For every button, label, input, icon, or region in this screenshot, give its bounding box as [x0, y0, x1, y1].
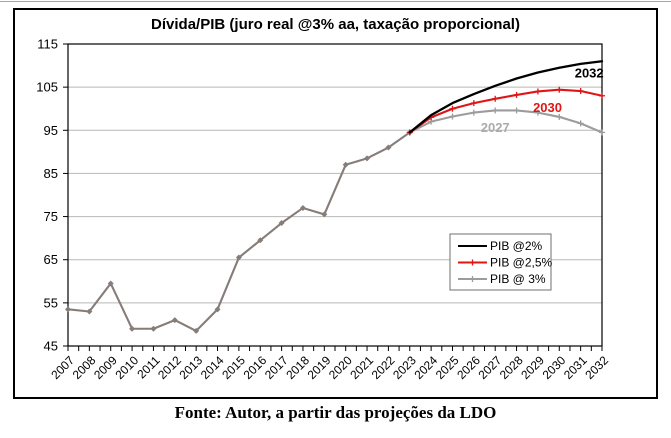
y-tick-label: 55 — [44, 295, 58, 310]
data-point-marker — [299, 204, 306, 211]
data-point-marker — [107, 280, 114, 287]
series-3 — [408, 60, 604, 134]
source-caption: Fonte: Autor, a partir das projeções da … — [174, 403, 497, 422]
data-point-marker — [342, 161, 349, 168]
data-point-marker — [86, 308, 93, 315]
data-point-marker — [364, 155, 371, 162]
data-point-marker — [385, 144, 392, 151]
series-line — [408, 60, 604, 134]
document-divider-line — [0, 1, 671, 2]
y-tick-label: 85 — [44, 166, 58, 181]
y-tick-label: 45 — [44, 339, 58, 354]
data-point-marker — [257, 237, 264, 244]
data-point-marker — [278, 220, 285, 227]
data-point-marker — [150, 325, 157, 332]
legend: PIB @2% PIB @2,5% PIB @ 3% — [449, 233, 553, 291]
y-tick-label: 105 — [36, 80, 58, 95]
gridlines — [68, 86, 602, 304]
legend-label: PIB @2,5% — [490, 256, 553, 270]
data-point-marker — [214, 306, 221, 313]
y-tick-label: 115 — [37, 37, 58, 52]
series-line — [66, 131, 411, 332]
y-axis: 45 55 65 75 85 95 105 115 — [36, 37, 68, 354]
data-point-marker — [65, 306, 71, 313]
x-tick-label: 2011 — [134, 353, 162, 381]
series-line — [408, 109, 604, 134]
annotation-2032: 2032 — [575, 65, 604, 80]
x-tick-label: 2032 — [582, 353, 611, 382]
annotation-2030: 2030 — [533, 100, 562, 115]
data-point-marker — [129, 325, 136, 332]
series-0 — [65, 129, 413, 334]
legend-label: PIB @2% — [490, 239, 543, 253]
legend-label: PIB @ 3% — [490, 272, 546, 286]
y-tick-label: 65 — [44, 252, 58, 267]
data-point-marker — [321, 211, 328, 218]
plot-area: 45 55 65 75 85 95 105 115 2007200820092010201120… — [36, 37, 611, 383]
y-tick-label: 95 — [44, 123, 58, 138]
annotation-2027: 2027 — [481, 120, 510, 135]
chart-figure: Dívida/PIB (juro real @3% aa, taxação pr… — [13, 8, 658, 399]
y-tick-label: 75 — [44, 209, 58, 224]
chart-title: Dívida/PIB (juro real @3% aa, taxação pr… — [151, 16, 520, 33]
data-point-marker — [171, 317, 178, 324]
x-axis: 2007200820092010201120122013201420152016… — [48, 346, 611, 382]
data-point-marker — [193, 327, 200, 334]
plot-border — [67, 43, 603, 347]
series-line — [408, 88, 604, 134]
